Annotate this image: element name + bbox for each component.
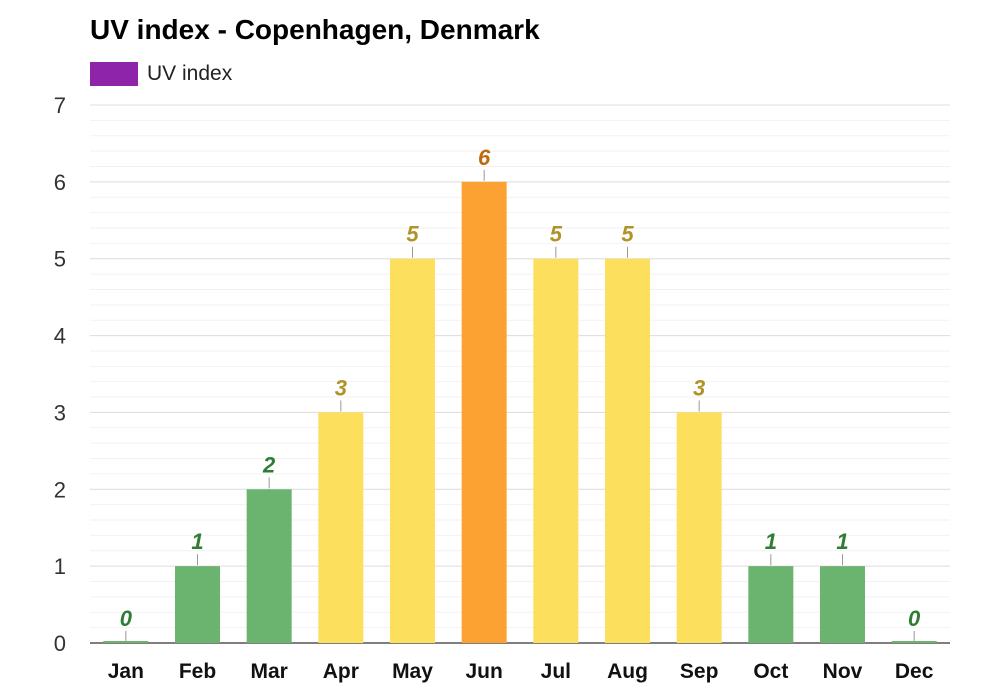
bars — [103, 181, 937, 643]
y-tick-label: 2 — [54, 477, 66, 502]
x-tick-label-jan: Jan — [108, 660, 144, 683]
y-tick-label: 6 — [54, 170, 66, 195]
data-label-oct: 1 — [765, 529, 777, 554]
x-tick-label-apr: Apr — [323, 660, 359, 683]
data-label-jul: 5 — [550, 222, 563, 247]
x-tick-label-jun: Jun — [465, 660, 502, 683]
legend: UV index — [90, 61, 232, 87]
data-label-jan: 0 — [120, 606, 133, 631]
bar-sep — [676, 412, 722, 643]
bar-mar — [246, 489, 292, 643]
legend-swatch — [90, 62, 138, 86]
y-tick-label: 3 — [54, 400, 66, 425]
data-label-feb: 1 — [191, 529, 203, 554]
chart-title: UV index - Copenhagen, Denmark — [90, 14, 540, 45]
data-label-jun: 6 — [478, 145, 491, 170]
bar-jun — [461, 181, 507, 643]
bar-aug — [605, 258, 650, 643]
y-tick-label: 0 — [54, 631, 66, 656]
data-labels: 0 1 2 3 5 6 5 5 3 1 1 0 — [120, 145, 921, 642]
x-tick-label-aug: Aug — [607, 660, 648, 683]
bar-feb — [175, 566, 220, 643]
grid-lines — [90, 104, 950, 629]
y-tick-label: 7 — [54, 93, 66, 118]
axes: 0 1 2 3 4 5 6 7 Jan Feb Mar Apr May Jun Jul Aug Sep Oct No… — [54, 93, 950, 683]
y-tick-label: 1 — [54, 554, 66, 579]
data-label-mar: 2 — [262, 452, 276, 477]
data-label-apr: 3 — [335, 375, 347, 400]
data-label-may: 5 — [406, 222, 419, 247]
y-tick-label: 5 — [54, 247, 66, 272]
x-tick-label-jul: Jul — [541, 660, 571, 683]
bar-apr — [318, 412, 364, 643]
data-label-aug: 5 — [621, 222, 634, 247]
bar-jul — [533, 258, 579, 643]
x-tick-label-oct: Oct — [753, 660, 788, 683]
y-tick-label: 4 — [54, 324, 66, 349]
bar-oct — [748, 566, 794, 643]
data-label-dec: 0 — [908, 606, 921, 631]
legend-label: UV index — [147, 62, 233, 85]
data-label-nov: 1 — [836, 529, 848, 554]
x-tick-label-dec: Dec — [895, 660, 934, 683]
data-label-sep: 3 — [693, 375, 705, 400]
x-tick-label-feb: Feb — [179, 660, 216, 683]
bar-may — [390, 258, 435, 643]
x-tick-label-nov: Nov — [823, 660, 863, 683]
bar-nov — [820, 566, 865, 643]
x-tick-label-sep: Sep — [680, 660, 719, 683]
x-tick-label-mar: Mar — [250, 660, 287, 683]
x-tick-label-may: May — [392, 660, 433, 683]
